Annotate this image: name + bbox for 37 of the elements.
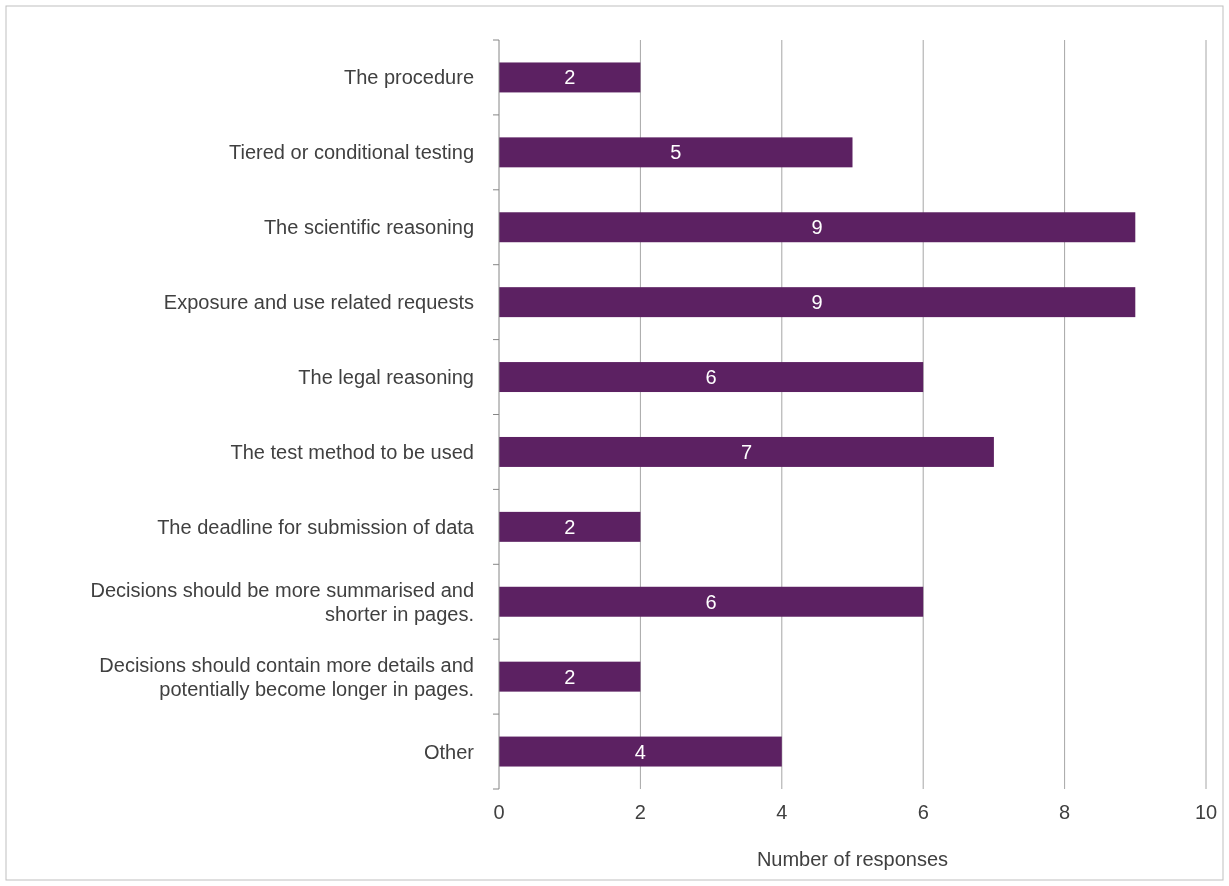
bar — [499, 62, 641, 93]
data-label: 2 — [564, 665, 576, 688]
y-tick-label: The deadline for submission of data — [157, 515, 475, 538]
x-tick-label: 2 — [634, 801, 646, 823]
x-tick-label: 0 — [493, 801, 505, 823]
data-label: 6 — [705, 590, 717, 613]
y-tick-label: The test method to be used — [230, 440, 474, 463]
bar — [499, 661, 641, 692]
y-tick-label: The scientific reasoning — [263, 216, 474, 239]
data-label: 9 — [811, 216, 823, 239]
y-tick-label: Exposure and use related requests — [163, 291, 474, 314]
bar — [499, 137, 853, 168]
bar — [499, 586, 924, 617]
bar — [499, 212, 1136, 243]
bar — [499, 436, 994, 467]
data-label: 9 — [811, 291, 823, 314]
data-label: 2 — [564, 66, 576, 89]
data-label: 7 — [740, 440, 753, 463]
y-tick-label: Decisions should be more summarised and shorter in pages. — [90, 578, 474, 625]
data-label: 2 — [564, 515, 576, 538]
data-label: 6 — [705, 366, 717, 389]
bar — [499, 287, 1136, 318]
bar — [499, 736, 782, 767]
y-tick-label: The procedure — [343, 66, 474, 89]
data-label: 5 — [670, 141, 682, 164]
y-tick-label: Tiered or conditional testing — [229, 141, 474, 164]
bar — [499, 362, 924, 393]
x-tick-label: 8 — [1059, 801, 1071, 823]
x-axis-title: Number of responses — [756, 848, 949, 870]
data-label: 4 — [634, 740, 646, 763]
bar — [499, 511, 641, 542]
y-tick-label: The legal reasoning — [298, 366, 474, 389]
x-tick-label: 6 — [917, 801, 929, 823]
x-tick-label: 10 — [1194, 801, 1218, 823]
x-tick-label: 4 — [776, 801, 788, 823]
y-tick-label: Decisions should contain more details and potentially become longer in pages. — [99, 653, 474, 700]
y-tick-label: Other — [423, 740, 475, 763]
